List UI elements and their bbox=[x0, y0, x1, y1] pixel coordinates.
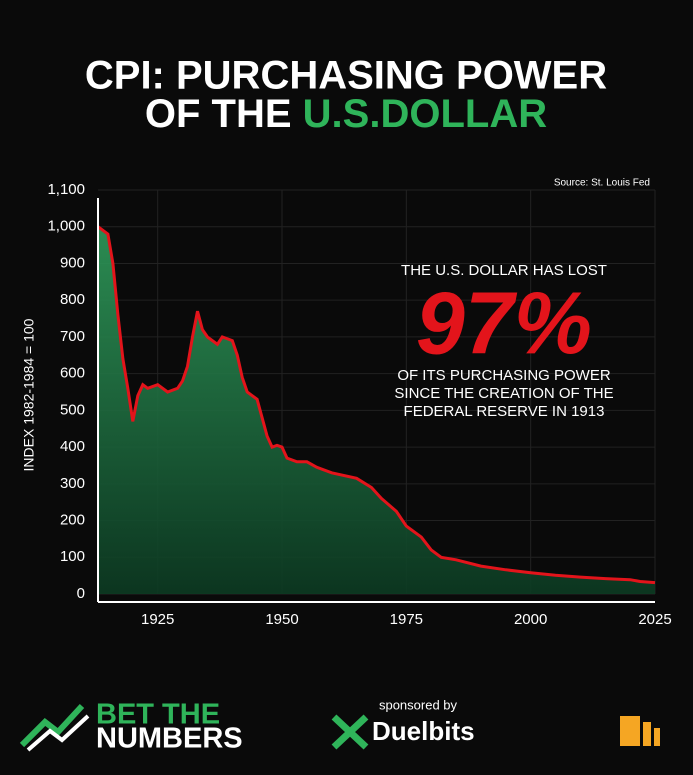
title-highlight: U.S.DOLLAR bbox=[303, 92, 548, 136]
title-line2: OF THE U.S.DOLLAR bbox=[145, 92, 547, 136]
y-tick-label: 1,000 bbox=[47, 218, 85, 235]
y-tick-label: 500 bbox=[60, 401, 85, 418]
line bbox=[97, 225, 656, 585]
sponsor-name: Duelbits bbox=[372, 716, 475, 746]
y-tick-label: 400 bbox=[60, 438, 85, 455]
y-tick-label: 100 bbox=[60, 548, 85, 565]
logo bbox=[620, 716, 660, 746]
annotation-text: SINCE THE CREATION OF THE bbox=[394, 385, 613, 402]
y-tick-label: 600 bbox=[60, 365, 85, 382]
annotation-text: FEDERAL RESERVE IN 1913 bbox=[404, 403, 605, 420]
y-tick-label: 900 bbox=[60, 254, 85, 271]
annotation-text: THE U.S. DOLLAR HAS LOST bbox=[401, 262, 607, 279]
annotation-big: 97% bbox=[416, 273, 592, 372]
y-tick-label: 800 bbox=[60, 291, 85, 308]
footer: BET THE NUMBERS sponsored by Duelbits bbox=[19, 697, 660, 755]
title: CPI: PURCHASING POWER bbox=[85, 54, 607, 98]
brand-text: NUMBERS bbox=[96, 723, 243, 755]
brand-text: BET THE bbox=[96, 699, 220, 731]
x-tick-label: 1975 bbox=[390, 611, 423, 628]
x-tick-label: 2000 bbox=[514, 611, 547, 628]
y-axis-label: INDEX 1982-1984 = 100 bbox=[21, 318, 37, 471]
y-tick-label: 200 bbox=[60, 512, 85, 529]
y-tick-label: 300 bbox=[60, 475, 85, 492]
sponsor-icon bbox=[331, 714, 369, 750]
annotation: THE U.S. DOLLAR HAS LOST 97% OF ITS PURC… bbox=[394, 262, 613, 420]
annotation-text: OF ITS PURCHASING POWER bbox=[397, 367, 611, 384]
brand-icon bbox=[19, 703, 85, 748]
x-tick-label: 1925 bbox=[141, 611, 174, 628]
y-tick-label: 0 bbox=[77, 585, 85, 602]
y-tick-label: 1,100 bbox=[47, 181, 85, 198]
brand-icon bbox=[26, 714, 90, 752]
title-part: OF THE bbox=[145, 92, 292, 136]
x-tick-label: 2025 bbox=[638, 611, 671, 628]
y-tick-label: 700 bbox=[60, 328, 85, 345]
x-tick-label: 1950 bbox=[265, 611, 298, 628]
sponsor-label: sponsored by bbox=[379, 697, 458, 712]
plot: 0 100 200 300 400 500 600 700 800 900 1,000 1,100 19… bbox=[47, 181, 671, 628]
area bbox=[98, 226, 655, 594]
source: Source: St. Louis Fed bbox=[554, 178, 650, 189]
